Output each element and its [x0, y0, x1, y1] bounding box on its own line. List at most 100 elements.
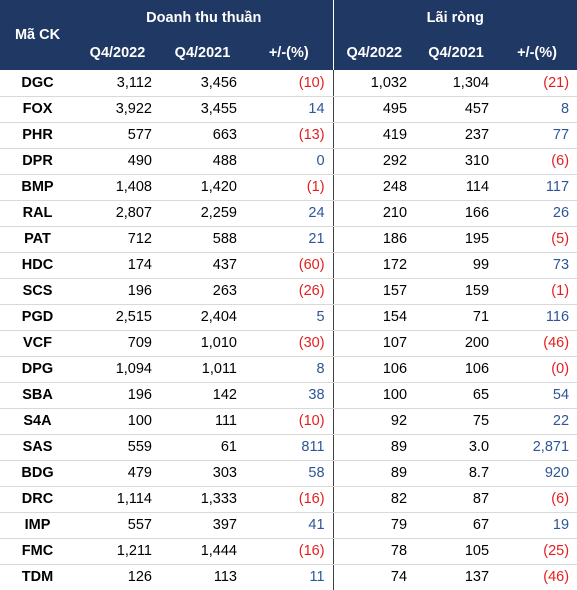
- header-column: Q4/2022: [332, 36, 416, 70]
- cell: 26: [497, 200, 577, 227]
- stock-code: DPG: [0, 356, 75, 383]
- cell: 100: [332, 382, 416, 409]
- header-column: +/-(%): [517, 45, 557, 61]
- table-row: DPR 490 488 0 292 310 (6): [0, 148, 577, 175]
- table-header: Mã CK Doanh thu thuần Lãi ròng Q4/2022 Q4…: [0, 0, 577, 70]
- cell: 89: [332, 434, 416, 461]
- cell: 154: [332, 304, 416, 331]
- cell: 196: [75, 278, 160, 305]
- cell: 186: [332, 226, 416, 253]
- cell: 113: [160, 564, 245, 590]
- cell: 41: [245, 512, 334, 539]
- table-body: DGC 3,112 3,456 (10) 1,032 1,304 (21) FOX 3,922 3…: [0, 70, 577, 590]
- cell: 114: [415, 174, 498, 201]
- cell: 577: [75, 122, 160, 149]
- cell: 100: [75, 408, 160, 435]
- header-code: Mã CK: [14, 27, 61, 43]
- cell: 67: [415, 512, 498, 539]
- cell: 82: [332, 486, 416, 513]
- cell: 1,211: [75, 538, 160, 565]
- header-group: Lãi ròng: [332, 0, 577, 36]
- cell: (1): [245, 174, 334, 201]
- cell: 74: [332, 564, 416, 590]
- cell: 54: [497, 382, 577, 409]
- cell: 210: [332, 200, 416, 227]
- cell: 1,444: [160, 538, 245, 565]
- table-row: DPG 1,094 1,011 8 106 106 (0): [0, 356, 577, 383]
- stock-code: FOX: [0, 96, 75, 123]
- cell: 1,333: [160, 486, 245, 513]
- stock-code: SCS: [0, 278, 75, 305]
- cell: 237: [415, 122, 498, 149]
- cell: 1,304: [415, 70, 498, 97]
- cell: 663: [160, 122, 245, 149]
- cell: (1): [497, 278, 577, 305]
- cell: 1,114: [75, 486, 160, 513]
- stock-code: BDG: [0, 460, 75, 487]
- stock-code: VCF: [0, 330, 75, 357]
- cell: 8: [497, 96, 577, 123]
- cell: (10): [245, 408, 334, 435]
- cell: 174: [75, 252, 160, 279]
- table-row: PGD 2,515 2,404 5 154 71 116: [0, 304, 577, 331]
- cell: 106: [332, 356, 416, 383]
- cell: 310: [415, 148, 498, 175]
- cell: 559: [75, 434, 160, 461]
- cell: 159: [415, 278, 498, 305]
- stock-code: S4A: [0, 408, 75, 435]
- cell: (13): [245, 122, 334, 149]
- table-row: FMC 1,211 1,444 (16) 78 105 (25): [0, 538, 577, 565]
- cell: (6): [497, 486, 577, 513]
- stock-code: IMP: [0, 512, 75, 539]
- table-row: FOX 3,922 3,455 14 495 457 8: [0, 96, 577, 123]
- cell: (46): [497, 330, 577, 357]
- cell: (46): [497, 564, 577, 590]
- cell: 137: [415, 564, 498, 590]
- table-row: DRC 1,114 1,333 (16) 82 87 (6): [0, 486, 577, 513]
- cell: 38: [245, 382, 334, 409]
- cell: (26): [245, 278, 334, 305]
- table-row: DGC 3,112 3,456 (10) 1,032 1,304 (21): [0, 70, 577, 97]
- cell: 1,011: [160, 356, 245, 383]
- cell: 116: [497, 304, 577, 331]
- cell: (21): [497, 70, 577, 97]
- table-row: PHR 577 663 (13) 419 237 77: [0, 122, 577, 149]
- stock-code: HDC: [0, 252, 75, 279]
- cell: 19: [497, 512, 577, 539]
- cell: (25): [497, 538, 577, 565]
- cell: 65: [415, 382, 498, 409]
- table-row: SAS 559 61 811 89 3.0 2,871: [0, 434, 577, 461]
- cell: 172: [332, 252, 416, 279]
- cell: 105: [415, 538, 498, 565]
- cell: 11: [245, 564, 334, 590]
- cell: 126: [75, 564, 160, 590]
- cell: 157: [332, 278, 416, 305]
- cell: 490: [75, 148, 160, 175]
- cell: 21: [245, 226, 334, 253]
- cell: 712: [75, 226, 160, 253]
- cell: 709: [75, 330, 160, 357]
- cell: 5: [245, 304, 334, 331]
- stock-code: DPR: [0, 148, 75, 175]
- cell: 92: [332, 408, 416, 435]
- stock-code: SBA: [0, 382, 75, 409]
- stock-code: TDM: [0, 564, 75, 590]
- stock-code: BMP: [0, 174, 75, 201]
- cell: 99: [415, 252, 498, 279]
- cell: 79: [332, 512, 416, 539]
- header-group: Doanh thu thuần: [146, 10, 262, 26]
- cell: 248: [332, 174, 416, 201]
- table-row: RAL 2,807 2,259 24 210 166 26: [0, 200, 577, 227]
- cell: 8: [245, 356, 334, 383]
- cell: 588: [160, 226, 245, 253]
- cell: 419: [332, 122, 416, 149]
- header-column: Q4/2022: [89, 45, 146, 61]
- cell: 142: [160, 382, 245, 409]
- cell: 0: [245, 148, 334, 175]
- table-row: SBA 196 142 38 100 65 54: [0, 382, 577, 409]
- cell: 1,420: [160, 174, 245, 201]
- cell: 106: [415, 356, 498, 383]
- header-column: Q4/2021: [428, 45, 484, 61]
